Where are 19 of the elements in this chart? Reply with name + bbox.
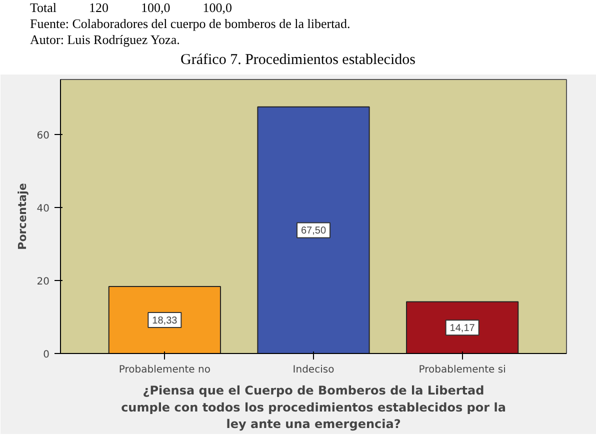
y-tick-label: 20 bbox=[36, 276, 50, 288]
text: Autor: Luis Rodríguez Yoza. bbox=[29, 32, 180, 47]
data-label: 14,17 bbox=[450, 323, 476, 334]
y-axis-title: Porcentaje bbox=[16, 183, 29, 250]
source-note: Fuente: Colaboradores del cuerpo de bomberos de la libertad. bbox=[29, 16, 350, 31]
x-axis-title: ¿Piensa que el Cuerpo de Bomberos de la Libertad cumple con todos los procedimientos establecidos por la ley ante una emergencia? bbox=[121, 384, 506, 432]
data-label: 18,33 bbox=[152, 316, 178, 327]
bar bbox=[406, 301, 519, 354]
y-tick-label: 40 bbox=[36, 203, 50, 214]
bar bbox=[108, 286, 221, 354]
text: Total 120 100,0 100,0 bbox=[29, 0, 232, 15]
chart-title: Gráfico 7. Procedimientos establecidos bbox=[180, 51, 416, 70]
data-label: 67,50 bbox=[300, 226, 326, 237]
x-tick-label: Indeciso bbox=[292, 364, 334, 376]
bar bbox=[257, 106, 370, 354]
y-tick-label: 0 bbox=[43, 350, 50, 360]
x-tick-label: Probablemente no bbox=[118, 364, 210, 376]
x-tick-label: Probablemente si bbox=[418, 364, 506, 376]
y-tick-label: 60 bbox=[36, 130, 50, 142]
